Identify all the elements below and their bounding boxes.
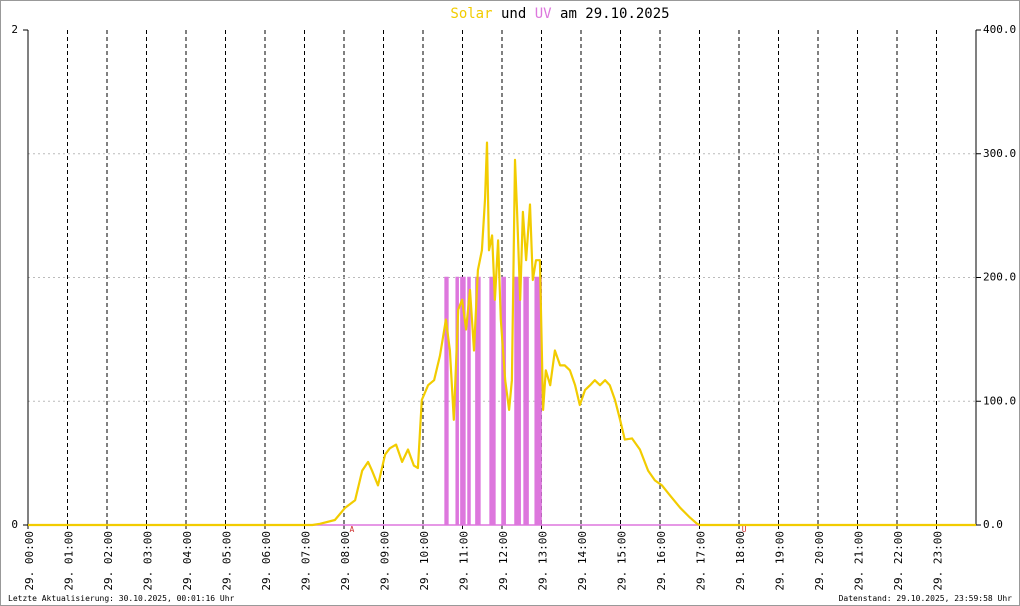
x-tick-label: 29. 20:00 (813, 531, 826, 591)
x-tick-label: 29. 10:00 (418, 531, 431, 591)
title-suffix: am 29.10.2025 (560, 6, 670, 22)
x-tick-label: 29. 18:00 (734, 531, 747, 591)
x-tick-label: 29. 05:00 (221, 531, 234, 591)
x-tick-label: 29. 13:00 (537, 531, 550, 591)
x-tick-label: 29. 15:00 (616, 531, 629, 591)
y2-tick-label: 100.0 (983, 394, 1016, 407)
x-tick-label: 29. 21:00 (853, 531, 866, 591)
x-tick-label: 29. 04:00 (181, 531, 194, 591)
title-solar: Solar (450, 6, 492, 22)
x-tick-label: 29. 02:00 (102, 531, 115, 591)
x-tick-label: 29. 07:00 (300, 531, 313, 591)
x-tick-label: 29. 00:00 (23, 531, 36, 591)
area (28, 276, 976, 526)
y2-tick-label: 200.0 (983, 271, 1016, 284)
footer-right: Datenstand: 29.10.2025, 23:59:58 Uhr (839, 594, 1013, 603)
line (28, 141, 976, 527)
y2-tick-label: 0.0 (983, 518, 1003, 531)
annotation: U (742, 525, 747, 534)
x-tick-label: 29. 16:00 (655, 531, 668, 591)
x-tick-label: 29. 08:00 (339, 531, 352, 591)
annotation: A (349, 525, 354, 534)
x-tick-label: 29. 06:00 (260, 531, 273, 591)
x-tick-label: 29. 11:00 (458, 531, 471, 591)
title-uv: UV (535, 6, 552, 22)
y-tick-label: 0 (11, 518, 18, 531)
y2-tick-label: 400.0 (983, 23, 1016, 36)
x-tick-label: 29. 01:00 (63, 531, 76, 591)
y-tick-label: 2 (11, 23, 18, 36)
y2-tick-label: 300.0 (983, 147, 1016, 160)
x-tick-label: 29. 12:00 (497, 531, 510, 591)
x-tick-label: 29. 22:00 (892, 531, 905, 591)
title-joiner: und (501, 6, 526, 22)
x-tick-label: 29. 14:00 (576, 531, 589, 591)
x-tick-label: 29. 03:00 (142, 531, 155, 591)
x-tick-label: 29. 19:00 (774, 531, 787, 591)
x-tick-label: 29. 09:00 (379, 531, 392, 591)
x-tick-label: 29. 23:00 (932, 531, 945, 591)
footer-left: Letzte Aktualisierung: 30.10.2025, 00:01… (8, 594, 235, 603)
chart-title: Solar und UV am 29.10.2025 (450, 6, 669, 22)
x-tick-label: 29. 17:00 (695, 531, 708, 591)
